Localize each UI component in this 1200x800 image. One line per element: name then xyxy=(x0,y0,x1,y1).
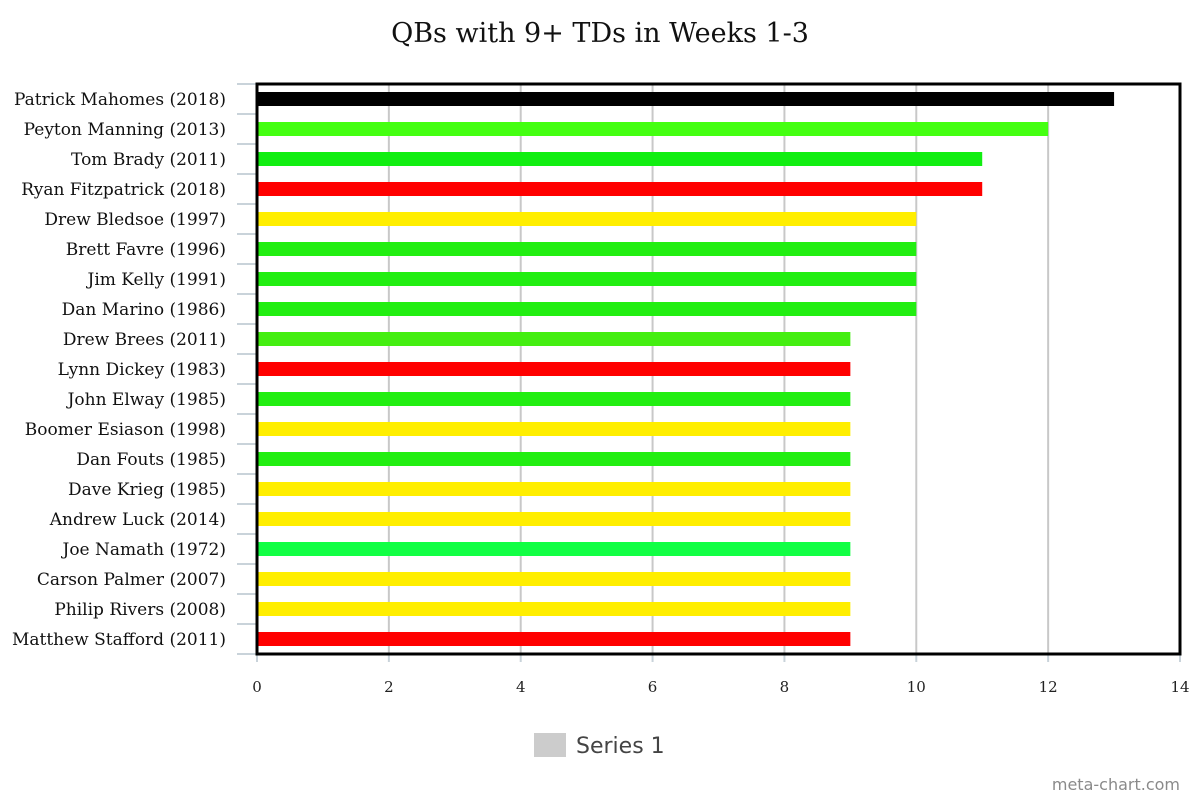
bar xyxy=(257,632,851,646)
bar xyxy=(257,512,851,526)
category-label: Lynn Dickey (1983) xyxy=(58,360,226,380)
category-label: Peyton Manning (2013) xyxy=(24,120,226,140)
legend-label[interactable]: Series 1 xyxy=(576,734,665,759)
x-tick-label: 4 xyxy=(516,678,526,696)
chart-title: QBs with 9+ TDs in Weeks 1-3 xyxy=(391,18,809,49)
x-tick-label: 0 xyxy=(252,678,262,696)
category-label: Tom Brady (2011) xyxy=(71,150,226,170)
bar xyxy=(257,272,917,286)
category-label: Dave Krieg (1985) xyxy=(68,480,226,500)
category-label: Patrick Mahomes (2018) xyxy=(14,90,226,110)
bar xyxy=(257,242,917,256)
x-tick-label: 10 xyxy=(907,678,926,696)
bar xyxy=(257,152,983,166)
bar xyxy=(257,452,851,466)
category-label: Matthew Stafford (2011) xyxy=(12,630,226,650)
bar xyxy=(257,602,851,616)
x-tick-label: 12 xyxy=(1039,678,1058,696)
category-label: Drew Brees (2011) xyxy=(63,330,226,350)
category-label: Carson Palmer (2007) xyxy=(37,570,226,590)
bar xyxy=(257,92,1115,106)
bar xyxy=(257,212,917,226)
bar xyxy=(257,302,917,316)
bar xyxy=(257,482,851,496)
x-tick-labels: 0 2 4 6 8 10 12 14 xyxy=(252,678,1189,696)
x-tick-label: 8 xyxy=(780,678,790,696)
bar xyxy=(257,422,851,436)
category-label: Dan Fouts (1985) xyxy=(76,450,226,470)
bar xyxy=(257,182,983,196)
category-label: Joe Namath (1972) xyxy=(61,540,227,560)
category-label: Philip Rivers (2008) xyxy=(54,600,226,620)
category-label: Brett Favre (1996) xyxy=(66,240,226,260)
category-label: Ryan Fitzpatrick (2018) xyxy=(21,180,226,200)
x-tick-label: 14 xyxy=(1170,678,1189,696)
bar xyxy=(257,122,1049,136)
bar xyxy=(257,362,851,376)
bar xyxy=(257,332,851,346)
bar xyxy=(257,542,851,556)
category-label: Andrew Luck (2014) xyxy=(49,510,226,530)
bar xyxy=(257,572,851,586)
category-label: Dan Marino (1986) xyxy=(62,300,226,320)
category-label: Jim Kelly (1991) xyxy=(86,270,227,290)
legend-swatch[interactable] xyxy=(534,733,566,757)
bars xyxy=(257,92,1115,646)
watermark-credit: meta-chart.com xyxy=(1052,775,1180,794)
x-tick-label: 2 xyxy=(384,678,394,696)
category-label: John Elway (1985) xyxy=(66,390,226,410)
x-tick-label: 6 xyxy=(648,678,658,696)
plot-frame xyxy=(255,82,1182,656)
category-labels: Patrick Mahomes (2018) Peyton Manning (20… xyxy=(12,90,226,650)
bar xyxy=(257,392,851,406)
category-label: Boomer Esiason (1998) xyxy=(25,420,226,440)
legend[interactable]: Series 1 xyxy=(534,733,665,759)
category-label: Drew Bledsoe (1997) xyxy=(44,210,226,230)
axes xyxy=(237,82,1182,662)
